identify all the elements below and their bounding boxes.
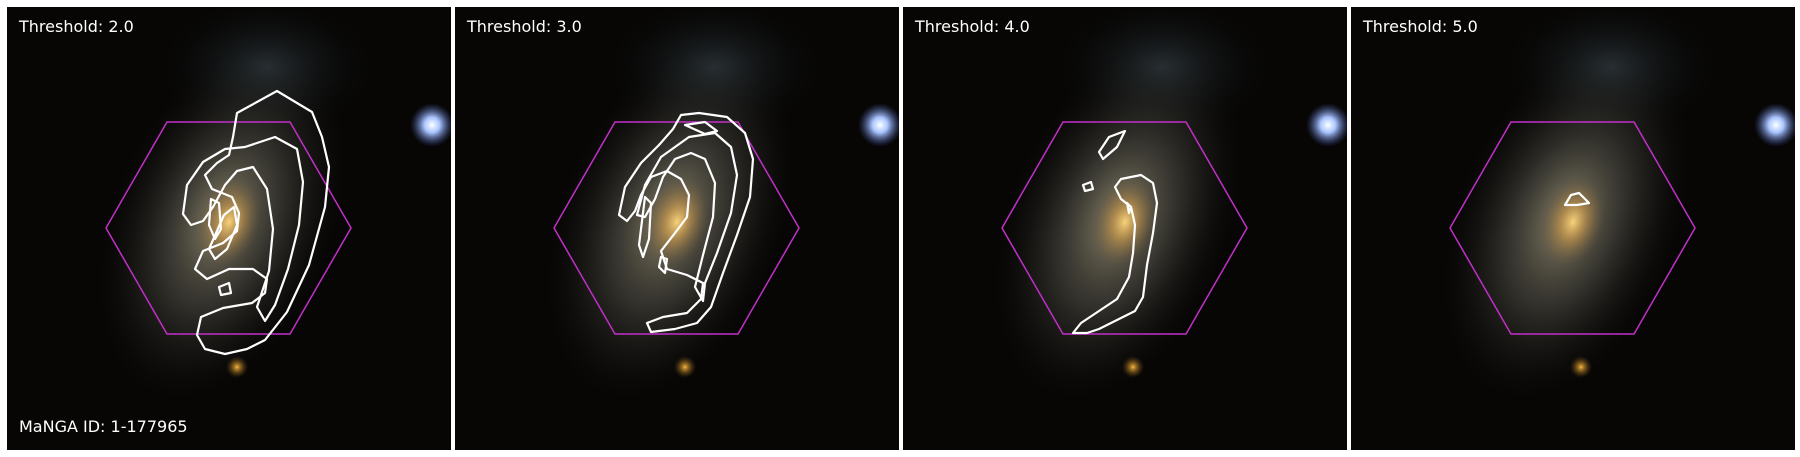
panel-threshold-4: Threshold: 4.0 [903, 7, 1347, 450]
foreground-star [226, 356, 248, 378]
contour-lines [617, 111, 755, 334]
panel-threshold-2: Threshold: 2.0 MaNGA ID: 1-177965 [7, 7, 451, 450]
foreground-star [674, 356, 696, 378]
bright-star-icon [410, 103, 451, 147]
ifu-hexagon [553, 121, 800, 335]
contour-lines [1563, 191, 1591, 207]
galaxy-image [1351, 7, 1795, 450]
threshold-label: Threshold: 2.0 [19, 17, 134, 36]
bright-star-icon [1754, 103, 1795, 147]
panel-threshold-3: Threshold: 3.0 [455, 7, 899, 450]
panel-threshold-5: Threshold: 5.0 [1351, 7, 1795, 450]
contour-lines [181, 89, 331, 356]
galaxy-image [7, 7, 451, 450]
bright-star-icon [858, 103, 899, 147]
contour-lines [1071, 129, 1159, 335]
galaxy-image [903, 7, 1347, 450]
ifu-hexagon [1449, 121, 1696, 335]
foreground-star [1570, 356, 1592, 378]
foreground-star [1122, 356, 1144, 378]
threshold-label: Threshold: 3.0 [467, 17, 582, 36]
ifu-hexagon [1001, 121, 1248, 335]
threshold-label: Threshold: 4.0 [915, 17, 1030, 36]
threshold-label: Threshold: 5.0 [1363, 17, 1478, 36]
bright-star-icon [1306, 103, 1347, 147]
ifu-hexagon [105, 121, 352, 335]
galaxy-image [455, 7, 899, 450]
galaxy-id-label: MaNGA ID: 1-177965 [19, 417, 188, 436]
